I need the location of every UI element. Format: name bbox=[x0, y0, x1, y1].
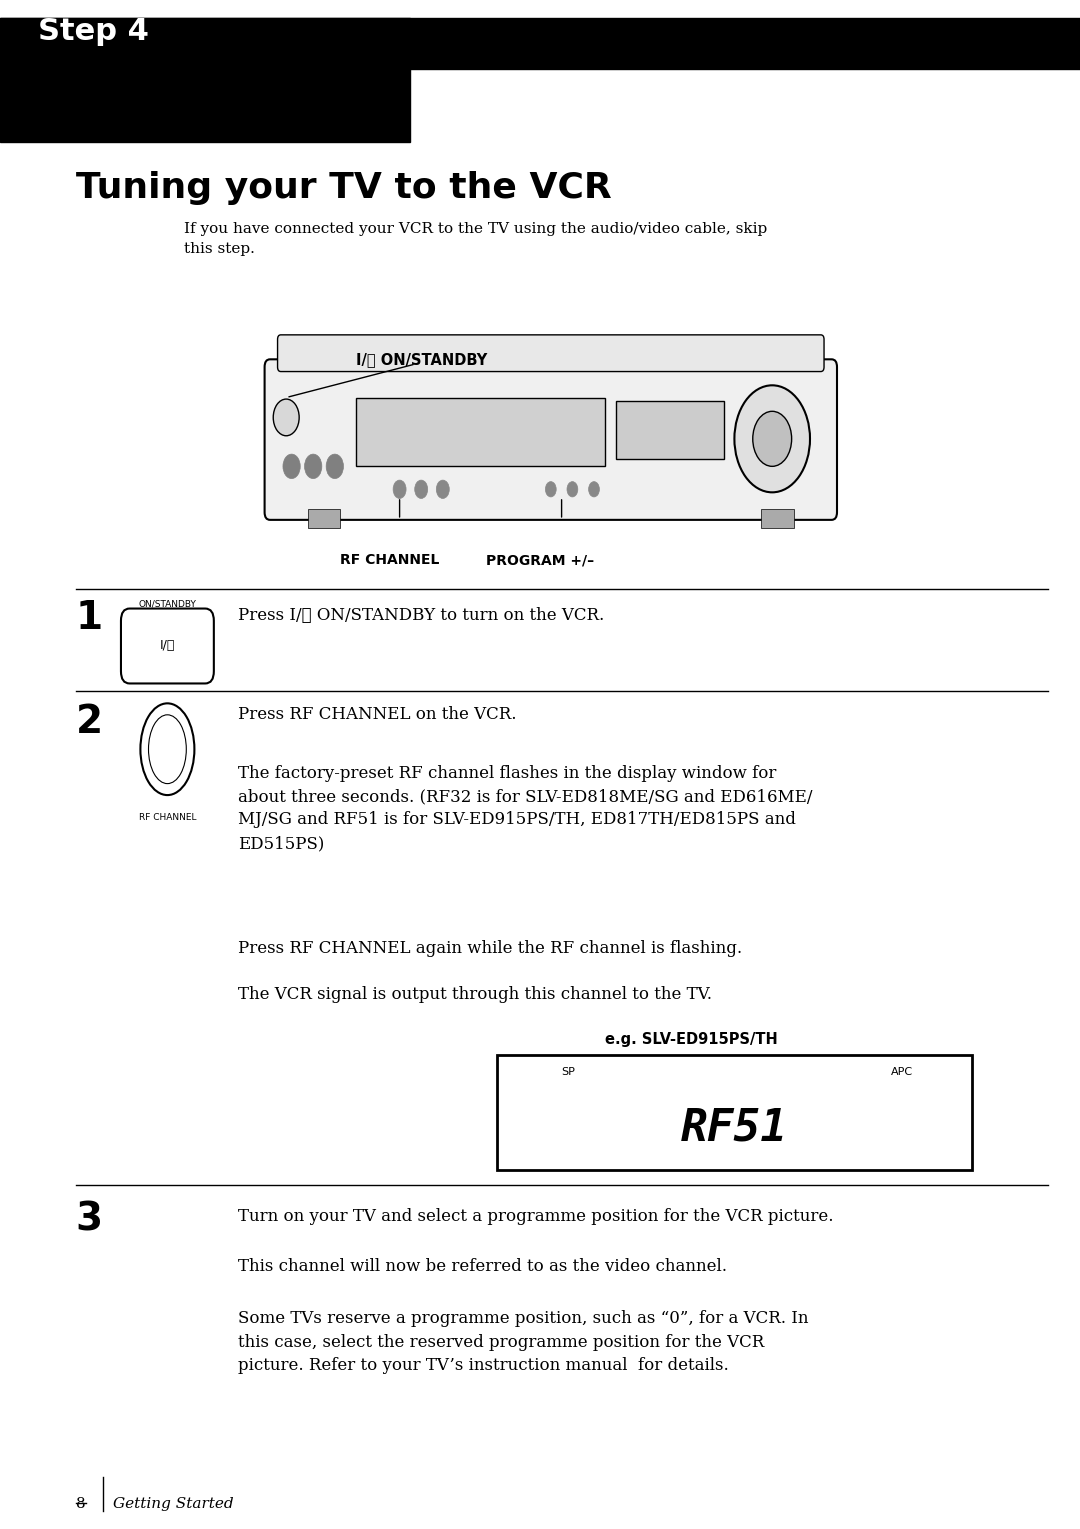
Text: Getting Started: Getting Started bbox=[113, 1497, 234, 1511]
Text: 1: 1 bbox=[76, 599, 103, 638]
Bar bbox=[308, 509, 340, 528]
Circle shape bbox=[734, 385, 810, 492]
Circle shape bbox=[283, 454, 300, 479]
Text: RF CHANNEL: RF CHANNEL bbox=[340, 553, 440, 567]
Circle shape bbox=[393, 480, 406, 498]
Text: Tuning your TV to the VCR: Tuning your TV to the VCR bbox=[76, 171, 611, 205]
Text: Press I/⏽ ON/STANDBY to turn on the VCR.: Press I/⏽ ON/STANDBY to turn on the VCR. bbox=[238, 607, 604, 624]
Text: APC: APC bbox=[891, 1067, 913, 1078]
Text: Some TVs reserve a programme position, such as “0”, for a VCR. In
this case, sel: Some TVs reserve a programme position, s… bbox=[238, 1310, 808, 1375]
FancyBboxPatch shape bbox=[121, 609, 214, 683]
Text: RF51: RF51 bbox=[680, 1105, 788, 1150]
Text: Press RF CHANNEL on the VCR.: Press RF CHANNEL on the VCR. bbox=[238, 706, 516, 723]
Circle shape bbox=[273, 399, 299, 436]
Bar bbox=[356, 398, 605, 466]
Text: 3: 3 bbox=[76, 1200, 103, 1238]
Text: Turn on your TV and select a programme position for the VCR picture.: Turn on your TV and select a programme p… bbox=[238, 1208, 833, 1225]
Circle shape bbox=[545, 482, 556, 497]
Text: PROGRAM +/–: PROGRAM +/– bbox=[486, 553, 594, 567]
Text: 8: 8 bbox=[76, 1497, 85, 1511]
Text: 2: 2 bbox=[76, 703, 103, 742]
Circle shape bbox=[326, 454, 343, 479]
Circle shape bbox=[305, 454, 322, 479]
Text: ON/STANDBY: ON/STANDBY bbox=[138, 599, 197, 609]
Text: Press RF CHANNEL again while the RF channel is flashing.: Press RF CHANNEL again while the RF chan… bbox=[238, 940, 742, 957]
Text: The factory-preset RF channel flashes in the display window for
about three seco: The factory-preset RF channel flashes in… bbox=[238, 764, 812, 852]
Bar bbox=[0, 18, 1080, 69]
Text: RF CHANNEL: RF CHANNEL bbox=[138, 813, 197, 823]
Circle shape bbox=[415, 480, 428, 498]
Ellipse shape bbox=[149, 714, 187, 783]
Circle shape bbox=[436, 480, 449, 498]
FancyBboxPatch shape bbox=[278, 335, 824, 372]
Bar bbox=[497, 1055, 972, 1170]
Text: Step 4: Step 4 bbox=[38, 17, 149, 46]
Text: If you have connected your VCR to the TV using the audio/video cable, skip
this : If you have connected your VCR to the TV… bbox=[184, 222, 767, 257]
Bar bbox=[0, 18, 410, 142]
Bar bbox=[616, 401, 724, 459]
Text: SP: SP bbox=[562, 1067, 576, 1078]
FancyBboxPatch shape bbox=[265, 359, 837, 520]
Bar bbox=[761, 509, 794, 528]
Text: e.g. SLV-ED915PS/TH: e.g. SLV-ED915PS/TH bbox=[605, 1032, 778, 1047]
Text: I/⏽: I/⏽ bbox=[160, 639, 175, 651]
Text: I/⏽ ON/STANDBY: I/⏽ ON/STANDBY bbox=[356, 352, 488, 367]
Circle shape bbox=[589, 482, 599, 497]
Text: The VCR signal is output through this channel to the TV.: The VCR signal is output through this ch… bbox=[238, 986, 712, 1003]
Text: This channel will now be referred to as the video channel.: This channel will now be referred to as … bbox=[238, 1258, 727, 1275]
Circle shape bbox=[753, 411, 792, 466]
Ellipse shape bbox=[140, 703, 194, 795]
Circle shape bbox=[567, 482, 578, 497]
